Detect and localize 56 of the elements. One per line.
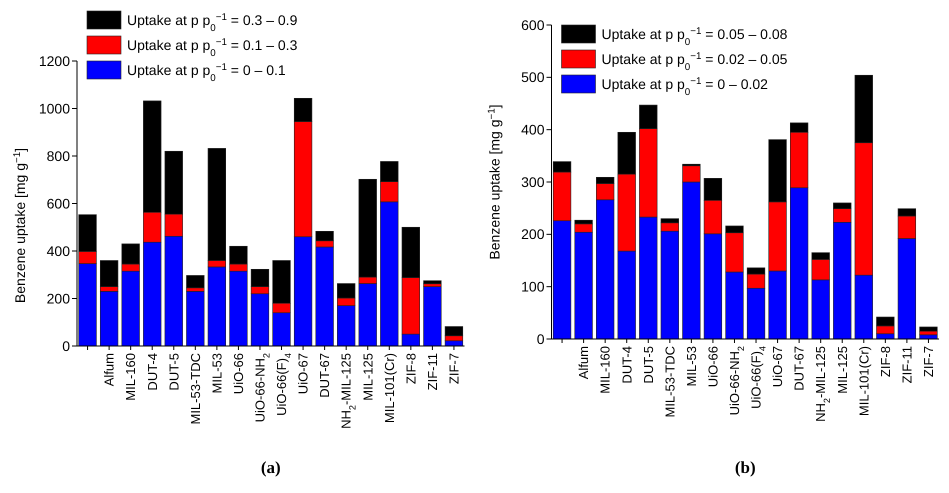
bar: [919, 326, 938, 332]
legend-label: Uptake at p p$_{0}$$^{−1}$ = 0 – 0.1: [127, 61, 286, 84]
x-tick-label: ZIF-11: [424, 353, 440, 390]
legend-label: Uptake at p p$_{0}$$^{−1}$ = 0.02 – 0.05: [602, 50, 788, 72]
y-tick-label: 300: [521, 174, 545, 190]
x-tick-label: MIL-53-TDC: [188, 353, 203, 425]
x-tick-label: ZIF-11: [899, 346, 914, 384]
x-tick-label: ZIF-8: [878, 346, 893, 378]
x-tick-label: MIL-125: [360, 353, 376, 401]
bar: [186, 275, 204, 288]
bar: [100, 291, 118, 346]
y-tick-label: 200: [46, 290, 70, 306]
y-tick-label: 600: [46, 195, 70, 212]
x-tick-label: MIL-53: [684, 346, 699, 386]
x-tick-label: ZIF-7: [446, 353, 462, 384]
y-tick-label: 200: [521, 226, 545, 242]
x-tick-label: MIL-160: [123, 353, 138, 401]
y-tick-label: 600: [521, 16, 545, 33]
bar: [423, 286, 442, 346]
y-tick-label: 100: [521, 278, 545, 295]
x-tick-label: ZIF-7: [920, 346, 936, 378]
text: (b): [734, 458, 756, 477]
y-tick-label: 0: [62, 338, 70, 354]
x-tick-label: Alfum: [576, 346, 592, 380]
x-tick-label: MIL-101(Cr): [856, 346, 872, 416]
y-tick-label: 1000: [38, 100, 70, 116]
x-tick-label: MIL-53-TDC: [662, 346, 678, 418]
legend-label: Uptake at p p$_{0}$$^{−1}$ = 0.3 – 0.9: [127, 11, 298, 34]
y-tick-label: 400: [521, 122, 545, 138]
x-tick-label: DUT-67: [317, 353, 332, 398]
bar: [186, 291, 204, 346]
text: (a): [260, 458, 281, 477]
legend-label: Uptake at p p$_{0}$$^{−1}$ = 0 – 0.02: [602, 75, 768, 98]
y-tick-label: 500: [521, 69, 545, 86]
x-tick-label: MIL-101(Cr): [382, 353, 397, 424]
bar: [423, 280, 442, 284]
y-tick-label: 400: [46, 242, 70, 259]
x-tick-label: Alfum: [102, 353, 117, 386]
x-tick-label: DUT-5: [166, 353, 182, 391]
x-tick-label: UiO-67: [770, 346, 786, 388]
x-tick-label: DUT-5: [640, 346, 656, 384]
x-tick-label: ZIF-8: [403, 353, 418, 384]
x-tick-label: MIL-125: [834, 346, 850, 394]
legend-label: Uptake at p p$_{0}$$^{−1}$ = 0.05 – 0.08: [602, 25, 788, 48]
x-tick-label: DUT-4: [144, 353, 160, 391]
y-tick-label: 800: [46, 148, 70, 164]
legend-label: Uptake at p p$_{0}$$^{−1}$ = 0.1 – 0.3: [127, 36, 298, 58]
x-tick-label: MIL-53: [209, 353, 224, 394]
y-tick-label: 1200: [38, 52, 70, 69]
x-tick-label: UiO-66: [705, 346, 720, 388]
x-tick-label: MIL-160: [598, 346, 613, 394]
x-tick-label: DUT-4: [619, 346, 634, 384]
x-tick-label: DUT-67: [792, 346, 807, 391]
y-tick-label: 0: [536, 330, 545, 347]
x-tick-label: UiO-66: [230, 353, 246, 394]
x-tick-label: UiO-67: [296, 353, 311, 394]
